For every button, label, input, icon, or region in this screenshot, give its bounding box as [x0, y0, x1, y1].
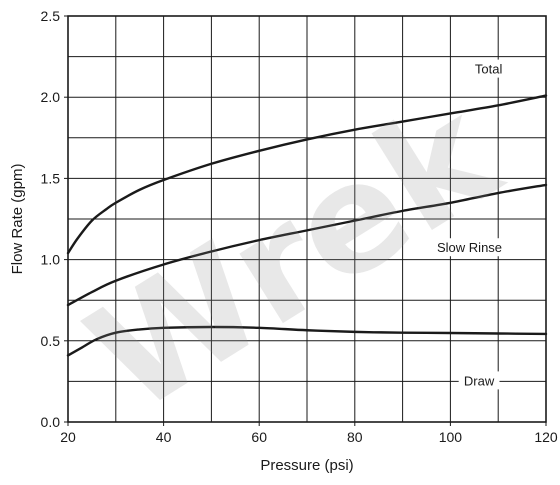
x-tick-label: 40	[156, 429, 172, 445]
series-label-group-slow-rinse: Slow Rinse	[427, 238, 512, 257]
series-label-draw: Draw	[464, 373, 495, 388]
curves	[66, 94, 548, 357]
series-label-total: Total	[475, 62, 503, 77]
plot-frame	[67, 15, 547, 423]
y-tick-label: 1.0	[41, 252, 61, 268]
series-label-background	[458, 371, 500, 390]
series-label-background	[464, 59, 513, 78]
tick-labels: 20 40 60 80 100 120 0.0 0.5 1.0 1.5 2.0 2.5	[41, 8, 558, 445]
series-line-draw	[66, 325, 548, 357]
x-tick-label: 60	[251, 429, 267, 445]
series-label-group-total: Total	[464, 59, 513, 78]
y-tick-label: 2.0	[41, 89, 61, 105]
x-tick-label: 120	[534, 429, 558, 445]
series-label-background	[427, 238, 512, 257]
y-axis-title: Flow Rate (gpm)	[9, 164, 26, 275]
y-tick-label: 0.5	[41, 333, 61, 349]
x-axis-title: Pressure (psi)	[260, 457, 353, 474]
y-tick-label: 2.5	[41, 8, 61, 24]
series-label-group-draw: Draw	[458, 371, 500, 390]
series-label-slow-rinse: Slow Rinse	[437, 240, 502, 255]
x-tick-label: 20	[60, 429, 76, 445]
x-tick-label: 80	[347, 429, 363, 445]
series-labels: Total Slow Rinse Draw	[427, 59, 513, 390]
watermark-logo: Wrek	[61, 65, 528, 447]
series-line-total	[66, 94, 548, 255]
y-tick-label: 1.5	[41, 170, 61, 186]
x-tick-label: 100	[439, 429, 463, 445]
y-tick-label: 0.0	[41, 414, 61, 430]
series-line-slow-rinse	[66, 183, 548, 307]
